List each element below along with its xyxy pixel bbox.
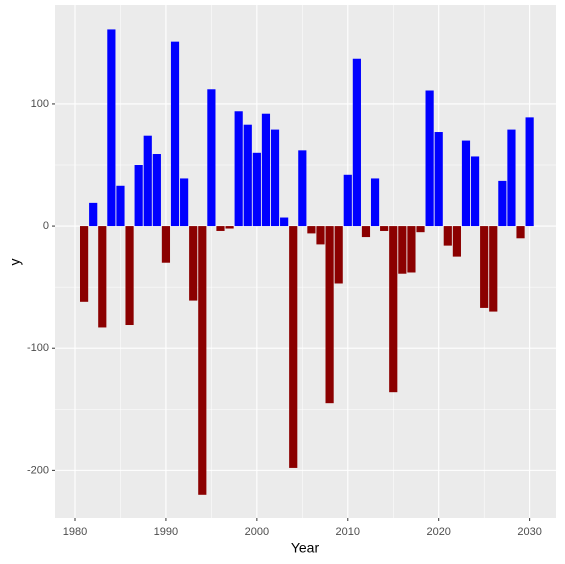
bar bbox=[180, 178, 189, 227]
bar bbox=[307, 226, 316, 234]
bar bbox=[461, 140, 471, 227]
x-tick-label: 2000 bbox=[245, 526, 269, 538]
bar bbox=[280, 217, 289, 227]
bar bbox=[170, 41, 180, 227]
bar bbox=[452, 226, 461, 257]
bar bbox=[516, 226, 525, 239]
bar bbox=[234, 111, 243, 227]
bar bbox=[480, 226, 489, 308]
bar bbox=[289, 226, 298, 468]
x-tick-label: 1980 bbox=[63, 526, 87, 538]
bar bbox=[525, 117, 534, 227]
bar bbox=[225, 226, 234, 229]
bar bbox=[116, 185, 125, 227]
bar bbox=[380, 226, 389, 231]
x-tick-label: 2020 bbox=[426, 526, 450, 538]
bar bbox=[370, 178, 380, 227]
y-axis-label: y bbox=[7, 259, 23, 266]
bar bbox=[134, 165, 143, 227]
bar bbox=[216, 226, 225, 231]
bar bbox=[398, 226, 407, 274]
bar bbox=[470, 156, 480, 227]
bar bbox=[425, 90, 434, 227]
bar bbox=[161, 226, 171, 263]
bar bbox=[252, 152, 261, 227]
bar bbox=[389, 226, 398, 393]
bar bbox=[89, 202, 98, 227]
bar bbox=[98, 226, 107, 328]
bar bbox=[298, 150, 307, 227]
y-tick-label: 100 bbox=[31, 98, 49, 110]
bar bbox=[143, 135, 152, 227]
y-tick-label: -100 bbox=[27, 342, 49, 354]
bar bbox=[152, 154, 161, 227]
bar bbox=[498, 180, 507, 227]
panel bbox=[55, 5, 556, 518]
bar bbox=[80, 226, 89, 302]
bar bbox=[416, 226, 425, 233]
bar bbox=[207, 89, 216, 227]
x-tick-label: 1990 bbox=[154, 526, 178, 538]
bar bbox=[261, 113, 271, 227]
x-axis-label: Year bbox=[291, 540, 320, 556]
bar bbox=[489, 226, 498, 312]
bar bbox=[316, 226, 325, 245]
bar bbox=[434, 132, 443, 227]
y-tick-label: -200 bbox=[27, 464, 49, 476]
bar bbox=[343, 174, 352, 227]
y-tick-label: 0 bbox=[43, 220, 49, 232]
bar bbox=[270, 129, 280, 227]
bar bbox=[189, 226, 198, 301]
x-tick-label: 2030 bbox=[517, 526, 541, 538]
bar bbox=[243, 124, 252, 227]
bar bbox=[334, 226, 343, 284]
bar bbox=[507, 129, 516, 227]
bar bbox=[361, 226, 371, 238]
bar bbox=[325, 226, 334, 404]
bar bbox=[443, 226, 452, 246]
bar bbox=[107, 29, 116, 227]
bar bbox=[407, 226, 416, 273]
x-tick-label: 2010 bbox=[336, 526, 360, 538]
bar bbox=[198, 226, 207, 495]
bar bbox=[125, 226, 134, 326]
bar bbox=[352, 58, 361, 227]
